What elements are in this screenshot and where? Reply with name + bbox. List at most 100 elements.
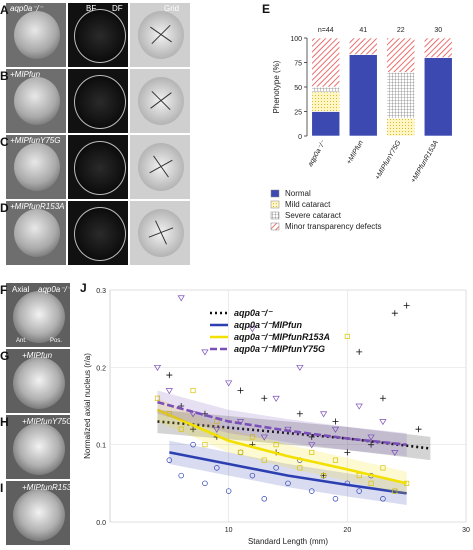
col-head-grid: Grid	[164, 4, 180, 13]
data-point	[368, 441, 375, 448]
data-point	[285, 480, 291, 487]
panel-a-df-image	[67, 2, 129, 68]
data-point	[202, 442, 208, 448]
chart-j-scatter: 0.0 0.1 0.2 0.3 10 20 30 Standard Length (mm) No…	[83, 288, 470, 546]
panel-a-grid-image	[129, 2, 191, 68]
panel-i-image	[5, 480, 71, 546]
col-head-bf: BF	[86, 4, 97, 13]
legend-label: Minor transparency defects	[285, 222, 382, 231]
data-point	[166, 372, 173, 379]
panel-letter-i: I	[0, 481, 4, 495]
legend-label: aqp0a⁻/⁻MIPfunY75G	[234, 344, 325, 354]
data-point	[367, 434, 375, 441]
y-tick-label: 25	[294, 110, 302, 117]
count-label: n=44	[318, 27, 334, 34]
data-point	[225, 380, 233, 387]
data-point	[272, 395, 280, 402]
bar-0-minor-transparency-defects	[311, 37, 341, 88]
data-point	[379, 419, 387, 426]
legend-label: aqp0a⁻/⁻MIPfunR153A	[234, 332, 330, 342]
data-point	[332, 457, 339, 463]
data-point	[321, 473, 327, 479]
data-point	[261, 457, 267, 463]
data-point	[225, 488, 232, 494]
data-point	[154, 395, 161, 401]
data-point	[166, 457, 173, 463]
data-point	[403, 302, 410, 309]
bar-2-minor-transparency-defects	[386, 37, 416, 73]
col-head-df: DF	[112, 4, 123, 13]
lens-df-image	[74, 9, 126, 63]
data-point	[344, 449, 351, 456]
category-label: +MIPfun	[346, 139, 365, 165]
y-tick-label: 0.3	[96, 288, 106, 295]
data-point	[261, 395, 268, 402]
x-axis-label: Standard Length (mm)	[248, 537, 328, 546]
data-point	[297, 465, 303, 471]
legend-swatch	[270, 200, 280, 209]
data-point	[380, 465, 386, 471]
data-point	[308, 488, 315, 494]
panel-i-genotype: +MIPfunR153A	[22, 483, 77, 492]
y-tick-label: 0.1	[96, 443, 106, 450]
chart-e-stacked-bar: 0 25 50 75 100 Phenotype (%) n=44 aqp0a⁻/⁻ 41 +MI…	[270, 27, 458, 231]
bar-1-minor-transparency-defects	[348, 37, 378, 55]
y-tick-label: 0.2	[96, 365, 106, 372]
fit-line	[169, 451, 407, 495]
data-point	[213, 426, 221, 433]
legend-label: Mild cataract	[285, 200, 331, 209]
panel-g-image	[5, 348, 71, 414]
count-label: 22	[397, 27, 405, 34]
legend-label: Severe cataract	[285, 211, 342, 220]
y-tick-label: 0.0	[96, 520, 106, 527]
legend-label: aqp0a⁻/⁻	[234, 308, 273, 318]
data-point	[201, 349, 209, 356]
y-tick-label: 75	[294, 61, 302, 68]
data-point	[356, 348, 363, 355]
data-point	[178, 426, 184, 432]
panel-c-df-image	[67, 134, 129, 200]
data-point	[248, 326, 257, 333]
confidence-band	[157, 398, 407, 495]
panel-letter-c: C	[0, 135, 9, 149]
legend-swatch	[270, 222, 280, 231]
x-tick-label: 10	[225, 527, 233, 534]
panel-letter-e: E	[262, 2, 271, 16]
panel-f-image	[5, 282, 71, 348]
count-label: 41	[359, 27, 367, 34]
data-point	[178, 472, 184, 479]
panel-c-bf-image	[5, 134, 67, 200]
y-tick-label: 50	[294, 85, 302, 92]
data-point	[344, 333, 350, 339]
category-label: aqp0a⁻/⁻	[307, 138, 328, 168]
data-point	[273, 442, 279, 448]
bar-2-mild-cataract	[386, 118, 416, 137]
panel-d-df-image	[67, 200, 129, 266]
data-point	[202, 480, 208, 487]
data-point	[153, 364, 162, 372]
lens-image	[13, 357, 65, 409]
panel-letter-a: A	[0, 3, 9, 17]
data-point	[332, 418, 339, 425]
lens-df-image	[74, 207, 126, 261]
data-point	[190, 441, 196, 448]
lens-df-image	[74, 141, 126, 195]
data-point	[380, 496, 386, 502]
bar-0-severe-cataract	[311, 86, 341, 93]
lens-bf-image	[14, 143, 60, 191]
data-point	[331, 426, 340, 433]
panel-h-image	[5, 414, 71, 480]
panel-f-axial-label: Axial	[12, 285, 30, 294]
legend-label: Normal	[285, 189, 311, 198]
panel-letter-j: J	[80, 281, 87, 295]
data-point	[190, 426, 197, 433]
data-point	[177, 295, 185, 302]
panel-c-grid-image	[129, 134, 191, 200]
confidence-band	[157, 409, 431, 461]
data-point	[249, 434, 255, 440]
lens-df-image	[74, 75, 126, 129]
bar-2-severe-cataract	[386, 71, 416, 119]
data-point	[237, 449, 244, 455]
bar-3-normal	[423, 57, 453, 137]
panel-h-genotype: +MIPfunY75G	[22, 417, 73, 426]
